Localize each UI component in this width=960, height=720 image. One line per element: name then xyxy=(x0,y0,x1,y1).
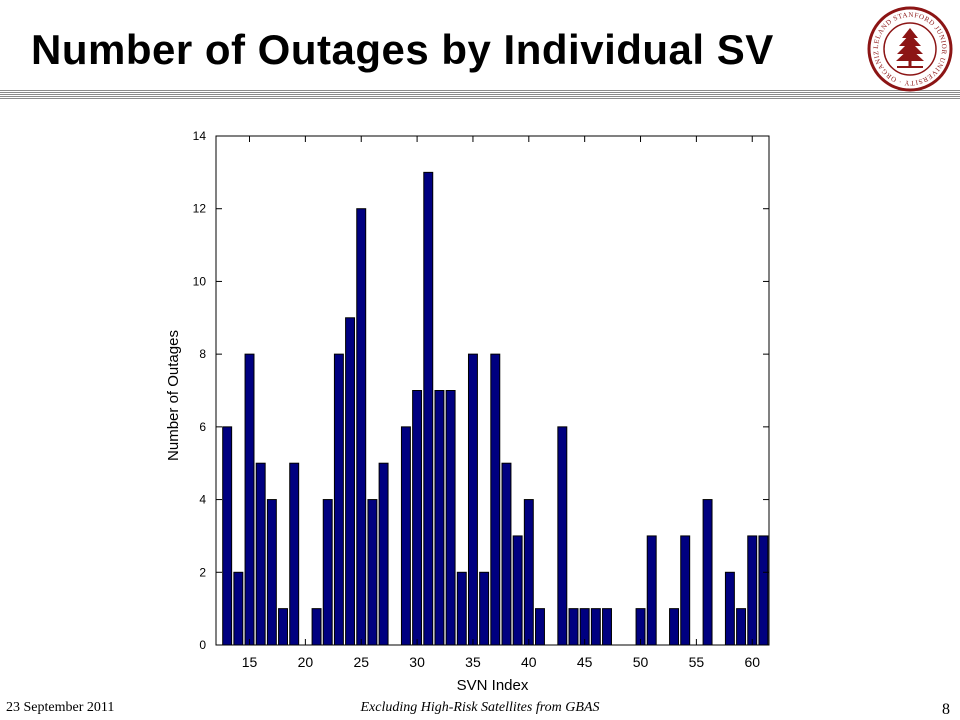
y-tick-label: 4 xyxy=(199,493,206,507)
bar xyxy=(702,499,713,646)
x-tick-label: 55 xyxy=(689,654,705,670)
y-axis-title: Number of Outages xyxy=(165,330,182,461)
bar xyxy=(590,608,601,646)
bar xyxy=(456,571,467,646)
stanford-seal-icon: LELAND STANFORD JUNIOR UNIVERSITY · ORGA… xyxy=(867,6,953,92)
x-tick-label: 25 xyxy=(353,654,369,670)
bar xyxy=(646,535,657,646)
bar xyxy=(669,608,680,646)
bar xyxy=(412,390,423,646)
bar xyxy=(602,608,612,646)
x-tick-label: 15 xyxy=(242,654,258,670)
bar xyxy=(557,426,568,646)
x-tick-label: 60 xyxy=(744,654,760,670)
bar xyxy=(747,535,758,646)
y-tick-label: 6 xyxy=(199,420,206,434)
y-tick-label: 14 xyxy=(193,129,207,143)
x-tick-label: 30 xyxy=(409,654,425,670)
bar xyxy=(535,608,545,646)
x-axis-title: SVN Index xyxy=(457,677,529,694)
bar xyxy=(523,499,534,646)
footer-date: 23 September 2011 xyxy=(6,700,115,715)
x-tick-label: 45 xyxy=(577,654,593,670)
y-tick-label: 8 xyxy=(199,347,206,361)
bar xyxy=(512,535,523,646)
bar xyxy=(680,535,691,646)
bar xyxy=(568,608,579,646)
y-tick-label: 0 xyxy=(199,638,206,652)
plot-frame xyxy=(215,135,770,646)
bar xyxy=(333,353,344,646)
x-tick-label: 35 xyxy=(465,654,481,670)
bar xyxy=(345,317,356,646)
x-tick-label: 20 xyxy=(298,654,314,670)
bar xyxy=(311,608,322,646)
bar xyxy=(278,608,288,646)
bar xyxy=(501,462,512,646)
bar xyxy=(434,390,445,646)
bar xyxy=(378,462,389,646)
y-tick-label: 2 xyxy=(199,565,206,579)
bar xyxy=(467,353,478,646)
x-tick-label: 40 xyxy=(521,654,537,670)
bar xyxy=(400,426,411,646)
bar xyxy=(255,462,266,646)
bar xyxy=(244,353,255,646)
bar xyxy=(289,462,300,646)
footer-subtitle: Excluding High-Risk Satellites from GBAS xyxy=(360,700,600,715)
bar xyxy=(490,353,501,646)
bar xyxy=(322,499,333,646)
bar xyxy=(222,426,233,646)
bar xyxy=(445,390,456,646)
bar xyxy=(266,499,277,646)
bar xyxy=(356,208,367,646)
page-number: 8 xyxy=(942,701,950,718)
bar xyxy=(758,535,769,646)
bar xyxy=(423,171,434,646)
bar xyxy=(233,571,244,646)
bar xyxy=(724,571,735,646)
y-tick-label: 10 xyxy=(193,274,207,288)
x-tick-label: 50 xyxy=(633,654,649,670)
title-divider xyxy=(0,90,960,99)
page-title: Number of Outages by Individual SV xyxy=(31,26,774,73)
bar xyxy=(367,499,378,646)
bar xyxy=(479,571,490,646)
bar xyxy=(736,608,747,646)
y-tick-label: 12 xyxy=(193,202,207,216)
